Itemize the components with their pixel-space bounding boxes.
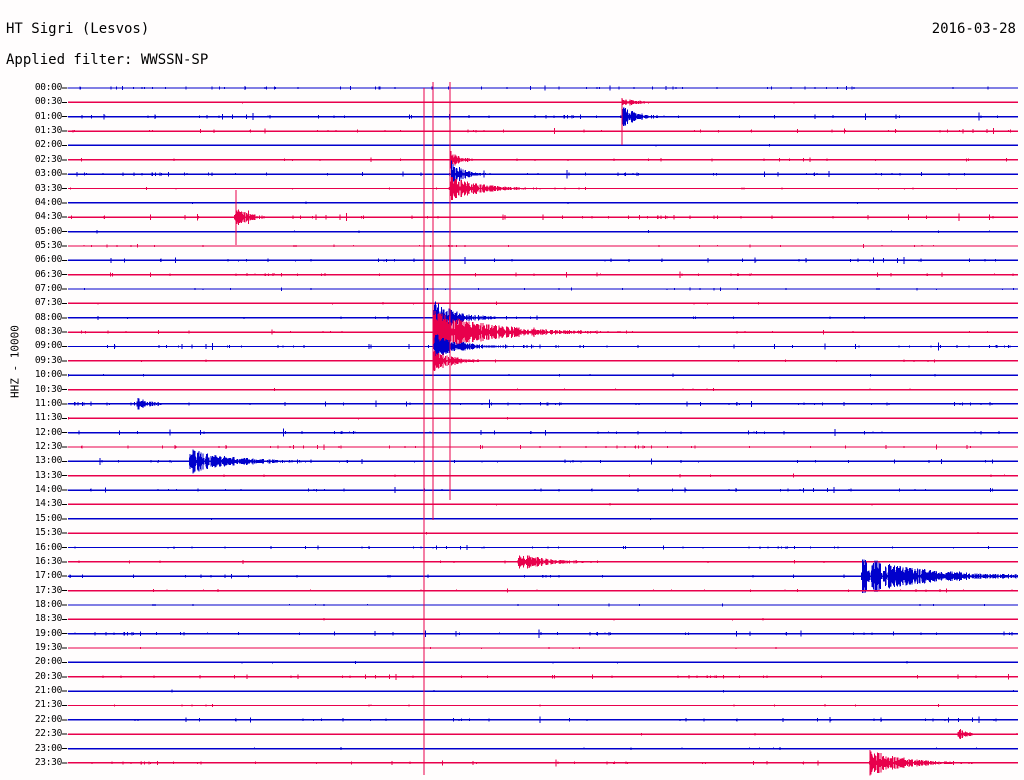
time-label: 15:30 [34, 527, 62, 539]
time-label: 16:00 [34, 541, 62, 553]
time-label: 04:30 [34, 211, 62, 223]
time-axis-labels: 00:00 00:30 01:00 01:30 02:00 02:30 03:00 03:30… [0, 0, 62, 780]
time-label: 12:30 [34, 441, 62, 452]
time-label: 07:30 [34, 297, 62, 309]
time-label: 17:30 [34, 584, 62, 596]
time-label: 04:00 [34, 196, 62, 208]
time-label: 16:30 [34, 555, 62, 567]
time-label: 06:30 [34, 268, 62, 280]
time-label: 09:00 [34, 340, 62, 352]
time-label: 06:00 [34, 254, 62, 266]
time-label: 08:30 [34, 326, 62, 338]
time-label: 18:30 [34, 613, 62, 625]
time-label: 02:30 [34, 153, 62, 165]
time-label: 23:30 [34, 756, 62, 768]
time-label: 12:00 [34, 426, 62, 438]
time-label: 22:00 [34, 713, 62, 725]
time-label: 19:30 [34, 642, 62, 654]
time-label: 05:30 [34, 239, 62, 251]
time-label: 03:30 [34, 182, 62, 194]
time-label: 17:00 [34, 570, 62, 582]
time-label: 20:00 [34, 656, 62, 668]
time-label: 13:00 [34, 455, 62, 467]
time-label: 01:00 [34, 110, 62, 122]
time-label: 21:00 [34, 685, 62, 697]
time-label: 13:30 [34, 469, 62, 481]
time-label: 05:00 [34, 225, 62, 237]
time-label: 22:30 [34, 728, 62, 740]
time-label: 08:00 [34, 311, 62, 323]
time-label: 10:00 [34, 369, 62, 381]
time-label: 09:30 [34, 354, 62, 366]
station-title: HT Sigri (Lesvos) [6, 21, 150, 37]
time-label: 19:00 [34, 627, 62, 639]
time-label: 07:00 [34, 283, 62, 295]
time-label: 10:30 [34, 383, 62, 395]
time-label: 18:00 [34, 598, 62, 610]
time-label: 11:30 [34, 412, 62, 424]
time-label: 23:00 [34, 742, 62, 754]
time-label: 03:00 [34, 168, 62, 180]
record-date: 2016-03-28 [931, 21, 1016, 37]
time-label: 02:00 [34, 139, 62, 151]
time-label: 00:00 [34, 82, 62, 93]
time-label: 01:30 [34, 125, 62, 137]
time-label: 14:00 [34, 484, 62, 496]
time-label: 14:30 [34, 498, 62, 510]
time-label: 21:30 [34, 699, 62, 711]
time-label: 20:30 [34, 670, 62, 682]
time-label: 11:00 [34, 397, 62, 409]
time-label: 00:30 [34, 96, 62, 108]
applied-filter-label: Applied filter: WWSSN-SP [6, 52, 209, 68]
time-label: 15:00 [34, 512, 62, 524]
